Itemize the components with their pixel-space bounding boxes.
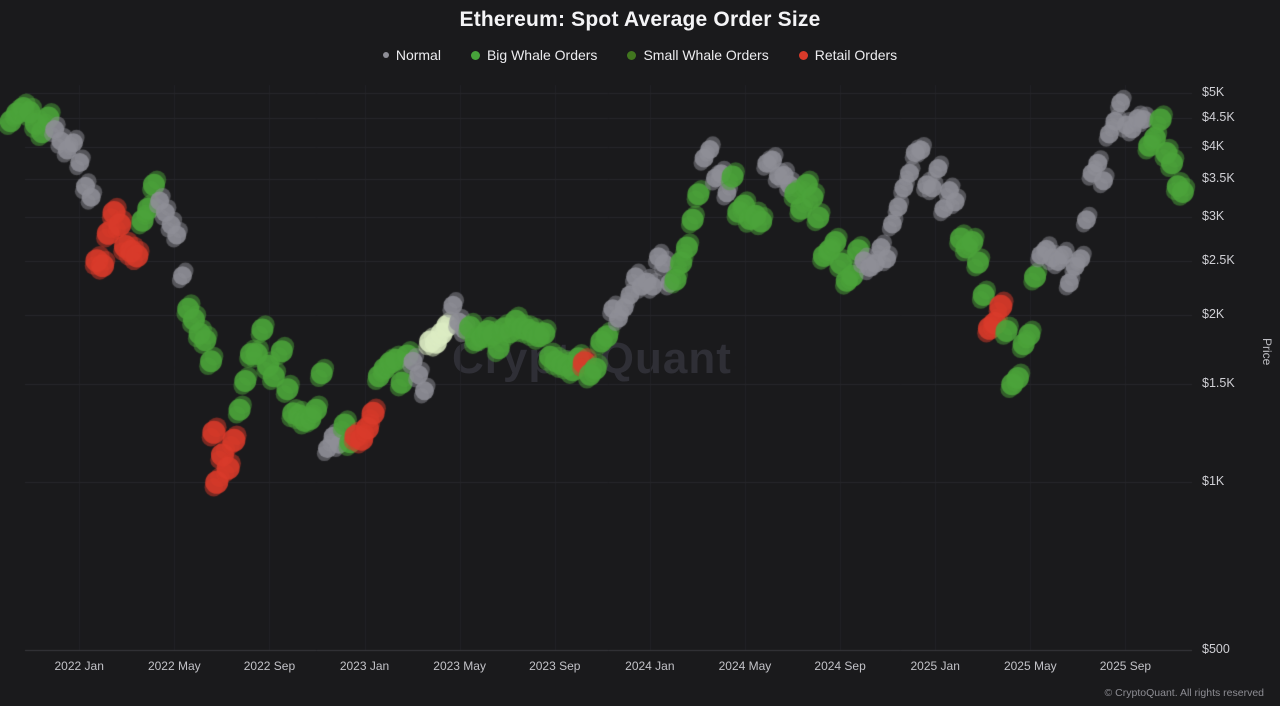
x-axis-tick-label: 2022 Sep xyxy=(243,659,296,673)
y-axis-tick-label: $4K xyxy=(1202,138,1225,153)
y-axis-tick-label: $1K xyxy=(1202,474,1225,489)
legend-item-label: Small Whale Orders xyxy=(643,47,769,63)
y-axis-tick-label: $500 xyxy=(1202,642,1230,656)
legend-item-retail[interactable]: Retail Orders xyxy=(798,47,898,63)
small_whale-legend-dot-icon xyxy=(627,50,637,60)
normal-legend-dot-icon xyxy=(382,52,389,58)
legend-item-small_whale[interactable]: Small Whale Orders xyxy=(627,47,769,63)
y-axis-tick-label: $1.5K xyxy=(1202,376,1235,391)
y-axis-tick-label: $4.5K xyxy=(1202,110,1235,125)
x-axis-tick-label: 2023 Jan xyxy=(339,659,390,673)
legend-item-big_whale[interactable]: Big Whale Orders xyxy=(470,47,598,63)
x-axis-tick-label: 2023 May xyxy=(433,659,486,673)
x-axis-tick-label: 2022 May xyxy=(147,659,201,673)
y-axis-tick-label: $3K xyxy=(1202,208,1225,223)
x-axis-tick-label: 2025 Sep xyxy=(1099,659,1152,673)
legend-item-label: Normal xyxy=(395,47,441,63)
copyright-footer: © CryptoQuant. All rights reserved xyxy=(1104,687,1264,699)
x-axis-tick-label: 2025 Jan xyxy=(910,659,960,673)
y-axis-tick-label: $2K xyxy=(1202,306,1225,321)
x-axis-tick-label: 2022 Jan xyxy=(54,659,104,673)
x-axis-tick-label: 2024 Jan xyxy=(625,659,675,673)
y-axis-title: Price xyxy=(1260,338,1274,366)
x-axis-tick-label: 2025 May xyxy=(1003,659,1057,673)
big_whale-legend-dot-icon xyxy=(470,50,480,60)
y-axis-tick-label: $5K xyxy=(1202,85,1225,99)
y-axis-tick-label: $2.5K xyxy=(1202,252,1235,267)
x-axis-tick-label: 2024 May xyxy=(718,659,772,673)
legend-item-label: Retail Orders xyxy=(814,47,898,63)
chart-title: Ethereum: Spot Average Order Size xyxy=(459,8,821,31)
x-axis-tick-label: 2024 Sep xyxy=(814,659,866,673)
retail-legend-dot-icon xyxy=(798,50,808,60)
y-axis-tick-label: $3.5K xyxy=(1202,171,1235,186)
legend-item-label: Big Whale Orders xyxy=(486,47,598,63)
x-axis-tick-label: 2023 Sep xyxy=(529,659,581,673)
legend: Normal Big Whale Orders Small Whale Orders… xyxy=(0,47,1280,63)
legend-item-normal[interactable]: Normal xyxy=(382,47,441,63)
